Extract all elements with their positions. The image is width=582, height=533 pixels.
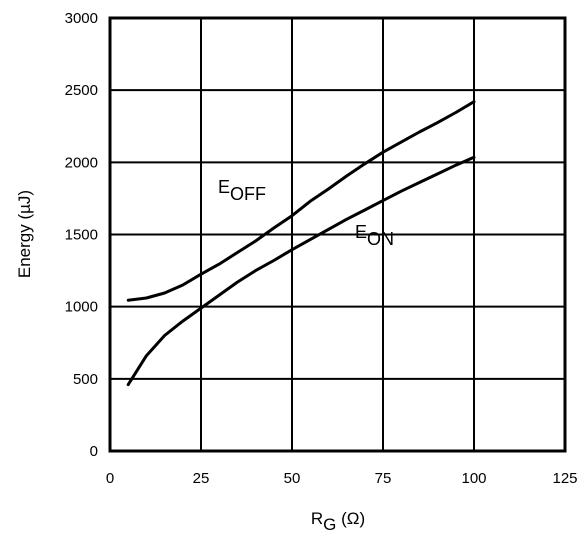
x-tick-labels: 0 25 50 75 100 125 bbox=[106, 470, 578, 487]
y-tick-labels: 0 500 1000 1500 2000 2500 3000 bbox=[65, 10, 98, 460]
x-tick-label: 0 bbox=[106, 470, 114, 487]
plot-frame bbox=[108, 16, 567, 453]
x-tick-label: 75 bbox=[375, 470, 392, 487]
series-label-eon-sub: ON bbox=[367, 229, 394, 249]
grid-lines bbox=[110, 18, 565, 451]
x-axis-title: RG (Ω) bbox=[311, 509, 365, 533]
y-tick-label: 1000 bbox=[65, 299, 98, 316]
y-tick-label: 3000 bbox=[65, 10, 98, 27]
y-tick-label: 1500 bbox=[65, 227, 98, 244]
y-tick-label: 2500 bbox=[65, 82, 98, 99]
series-label-eoff-main: E bbox=[218, 177, 230, 197]
y-tick-label: 500 bbox=[73, 371, 98, 388]
series-label-eon: EON bbox=[355, 222, 394, 249]
series-label-eoff: EOFF bbox=[218, 177, 266, 204]
series-label-eon-main: E bbox=[355, 222, 367, 242]
x-tick-label: 125 bbox=[552, 470, 577, 487]
x-tick-label: 100 bbox=[461, 470, 486, 487]
series-label-eoff-sub: OFF bbox=[230, 184, 266, 204]
y-axis-title: Energy (µJ) bbox=[15, 190, 34, 278]
x-axis-title-sub: G bbox=[323, 515, 336, 533]
x-tick-label: 25 bbox=[193, 470, 210, 487]
x-tick-label: 50 bbox=[284, 470, 301, 487]
series-line-eon bbox=[126, 155, 476, 387]
y-tick-label: 2000 bbox=[65, 154, 98, 171]
y-tick-label: 0 bbox=[90, 443, 98, 460]
x-axis-title-main: R bbox=[311, 509, 323, 528]
series-lines bbox=[126, 100, 476, 387]
series-line-eoff bbox=[126, 100, 476, 302]
x-axis-title-unit: (Ω) bbox=[336, 509, 365, 528]
